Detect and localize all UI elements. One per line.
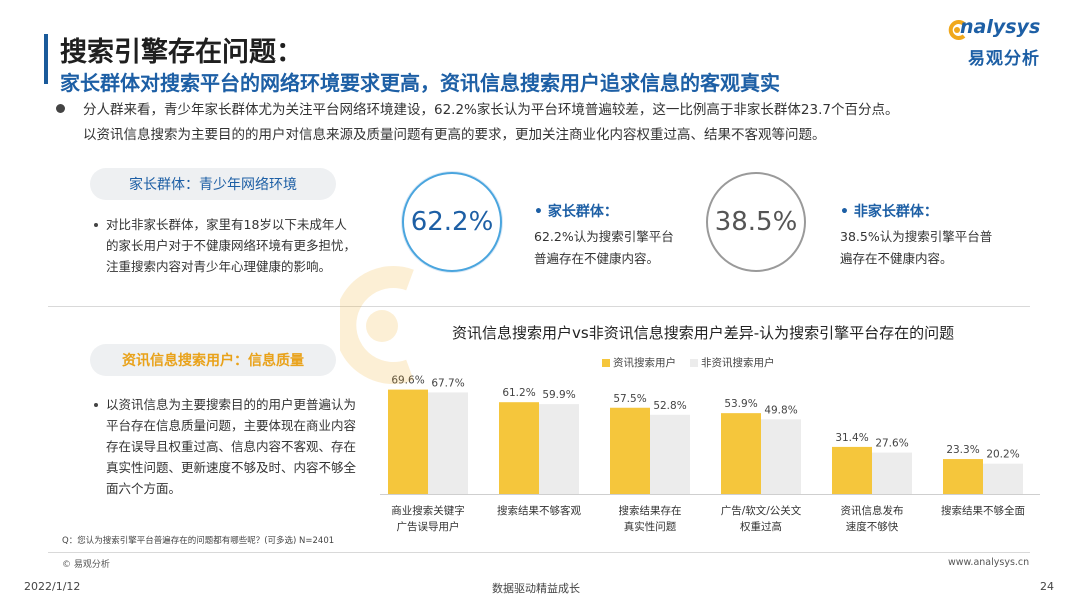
bar-value-label: 53.9% xyxy=(724,398,757,410)
legend-item-non-info-users: 非资讯搜索用户 xyxy=(690,355,775,370)
legend-swatch-info-users xyxy=(602,358,610,367)
page-subtitle: 家长群体对搜索平台的网络环境要求更高，资讯信息搜索用户追求信息的客观真实 xyxy=(60,71,780,95)
section-divider xyxy=(48,306,1030,307)
survey-footnote: Q：您认为搜索引擎平台普遍存在的问题都有哪些呢？(可多选) N=2401 xyxy=(62,536,335,546)
bar-value-label: 49.8% xyxy=(764,404,797,416)
bar-value-label: 67.7% xyxy=(431,377,464,389)
summary-line-1: 分人群来看，青少年家长群体尤为关注平台网络环境建设，62.2%家长认为平台环境普… xyxy=(83,102,899,118)
website-link: www.analysys.cn xyxy=(948,557,1030,568)
category-label: 商业搜索关键字 xyxy=(391,504,465,517)
section-text-info-users: 以资讯信息为主要搜索目的的用户更普遍认为平台存在信息质量问题，主要体现在商业内容… xyxy=(94,394,364,499)
bar-value-label: 57.5% xyxy=(613,393,646,405)
legend-label-non-info-users: 非资讯搜索用户 xyxy=(701,357,775,369)
bar-value-label: 31.4% xyxy=(835,432,868,444)
summary-line-2: 以资讯信息搜索为主要目的的用户对信息来源及质量问题有更高的要求，更加关注商业化内… xyxy=(83,127,826,143)
parents-description: 对比非家长群体，家里有18岁以下未成年人的家长用户对于不健康网络环境有更多担忧，… xyxy=(106,217,357,274)
bar-non-info-0 xyxy=(428,392,468,494)
bar-info-1 xyxy=(499,402,539,494)
logo-swirl-icon xyxy=(948,20,966,40)
category-label: 搜索结果不够全面 xyxy=(941,504,1025,517)
category-label: 资讯信息发布 xyxy=(841,504,904,517)
non-parents-stat-heading: • 非家长群体： xyxy=(840,204,938,220)
non-parents-stat-text: 38.5%认为搜索引擎平台普遍存在不健康内容。 xyxy=(840,229,993,266)
section-pill-parents: 家长群体：青少年网络环境 xyxy=(90,168,336,200)
bar-non-info-1 xyxy=(539,404,579,494)
bar-info-3 xyxy=(721,413,761,494)
category-label: 速度不够快 xyxy=(846,520,899,532)
bar-value-label: 69.6% xyxy=(391,375,424,387)
copyright: © 易观分析 xyxy=(62,560,110,570)
chart-legend: 资讯搜索用户 非资讯搜索用户 xyxy=(602,355,775,370)
category-label: 搜索结果不够客观 xyxy=(497,504,581,517)
bar-value-label: 23.3% xyxy=(946,444,979,456)
bullet-dot-icon xyxy=(94,223,98,227)
category-label: 真实性问题 xyxy=(624,520,677,532)
summary-bullet xyxy=(56,104,65,113)
bar-non-info-3 xyxy=(761,419,801,494)
bar-non-info-2 xyxy=(650,414,690,494)
parents-stat-circle: 62.2% xyxy=(402,172,502,272)
bar-value-label: 52.8% xyxy=(653,400,686,412)
bar-info-0 xyxy=(388,389,428,494)
analysys-logo: nalysys 易观分析 xyxy=(946,16,1058,72)
legend-item-info-users: 资讯搜索用户 xyxy=(602,355,676,370)
category-label: 搜索结果存在 xyxy=(619,504,682,517)
bullet-dot-icon xyxy=(94,403,98,407)
parents-stat-text: 62.2%认为搜索引擎平台普遍存在不健康内容。 xyxy=(534,229,674,266)
bar-value-label: 20.2% xyxy=(986,449,1019,461)
legend-label-info-users: 资讯搜索用户 xyxy=(613,357,676,369)
chart-title: 资讯信息搜索用户vs非资讯信息搜索用户差异-认为搜索引擎平台存在的问题 xyxy=(452,324,955,342)
bar-info-4 xyxy=(832,446,872,494)
info-users-description: 以资讯信息为主要搜索目的的用户更普遍认为平台存在信息质量问题，主要体现在商业内容… xyxy=(106,397,357,496)
title-accent-bar xyxy=(44,34,48,84)
bar-info-2 xyxy=(610,407,650,494)
bar-info-5 xyxy=(943,459,983,494)
category-label: 权重过高 xyxy=(740,520,782,532)
logo-text-en: nalysys xyxy=(960,16,1041,38)
parents-stat-heading: • 家长群体： xyxy=(534,204,618,220)
section-text-parents: 对比非家长群体，家里有18岁以下未成年人的家长用户对于不健康网络环境有更多担忧，… xyxy=(94,214,357,277)
logo-text-cn: 易观分析 xyxy=(968,49,1040,69)
footer-divider xyxy=(48,552,1030,553)
bar-non-info-5 xyxy=(983,463,1023,494)
report-date: 2022/1/12 xyxy=(24,580,81,593)
page-title: 搜索引擎存在问题： xyxy=(60,37,303,68)
section-pill-info-users: 资讯信息搜索用户：信息质量 xyxy=(90,344,336,376)
bar-non-info-4 xyxy=(872,452,912,494)
bar-value-label: 59.9% xyxy=(542,389,575,401)
non-parents-stat-circle: 38.5% xyxy=(706,172,806,272)
category-label: 广告误导用户 xyxy=(397,520,460,532)
bar-value-label: 27.6% xyxy=(875,438,908,450)
legend-swatch-non-info-users xyxy=(690,358,698,367)
bar-value-label: 61.2% xyxy=(502,387,535,399)
page-number: 24 xyxy=(1040,580,1054,593)
footer-tagline: 数据驱动精益成长 xyxy=(492,582,580,595)
category-label: 广告/软文/公关文 xyxy=(721,504,802,517)
